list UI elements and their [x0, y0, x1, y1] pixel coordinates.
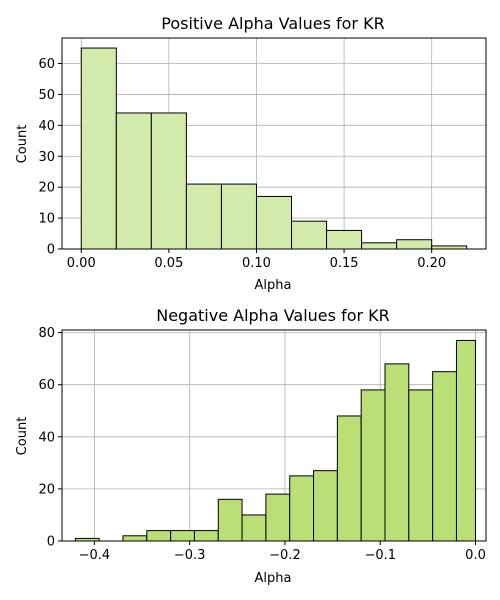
- histogram-bar: [313, 470, 338, 542]
- y-tick-label: 30: [38, 150, 55, 165]
- x-tick-label: 0.20: [417, 256, 446, 271]
- y-tick-label: 20: [38, 482, 55, 497]
- x-tick-label: 0.0: [465, 548, 486, 563]
- y-tick-label: 20: [38, 181, 55, 196]
- y-tick-label: 0: [47, 243, 55, 258]
- histogram-bar: [396, 239, 433, 250]
- histogram-bar: [265, 493, 291, 542]
- histogram-bar: [455, 339, 477, 542]
- histogram-bar: [291, 220, 328, 250]
- histogram-bar: [255, 195, 293, 250]
- x-tick-label: −0.1: [364, 548, 396, 563]
- histogram-bar: [220, 183, 257, 250]
- histogram-bar: [384, 363, 410, 542]
- histogram-bar: [289, 475, 315, 542]
- x-axis-label: Alpha: [255, 571, 292, 586]
- histogram-bar: [336, 415, 362, 542]
- negative-alpha-histogram: Negative Alpha Values for KR Alpha Count…: [15, 306, 487, 586]
- y-tick-label: 40: [38, 430, 55, 445]
- x-tick-label: −0.4: [79, 548, 111, 563]
- x-tick-label: −0.2: [269, 548, 301, 563]
- y-tick-label: 50: [38, 88, 55, 103]
- y-tick-label: 60: [38, 378, 55, 393]
- x-axis-label: Alpha: [255, 278, 292, 293]
- histogram-bar: [360, 389, 386, 542]
- axes-frame: [61, 37, 487, 250]
- histogram-bar: [146, 530, 172, 542]
- histogram-bar: [432, 371, 457, 542]
- chart-title: Negative Alpha Values for KR: [156, 306, 390, 325]
- histogram-bar: [80, 47, 117, 250]
- x-tick-label: 0.05: [154, 256, 183, 271]
- histogram-bar: [122, 535, 148, 542]
- histogram-bar: [361, 242, 398, 250]
- histogram-bar: [193, 530, 219, 542]
- y-tick-label: 40: [38, 119, 55, 134]
- x-tick-label: 0.15: [330, 256, 359, 271]
- histogram-bar: [217, 498, 243, 542]
- x-tick-label: −0.3: [174, 548, 206, 563]
- chart-title: Positive Alpha Values for KR: [161, 14, 384, 33]
- histogram-bar: [150, 112, 187, 250]
- positive-alpha-histogram: Positive Alpha Values for KR Alpha Count…: [15, 14, 487, 293]
- histogram-bar: [185, 183, 222, 250]
- y-tick-label: 80: [38, 326, 55, 341]
- y-axis-label: Count: [15, 417, 30, 456]
- axes-frame: [61, 329, 487, 542]
- y-tick-label: 60: [38, 57, 55, 72]
- y-tick-label: 0: [47, 535, 55, 550]
- y-tick-label: 10: [38, 212, 55, 227]
- histogram-bar: [241, 514, 267, 542]
- x-tick-label: 0.00: [67, 256, 96, 271]
- histogram-bar: [170, 530, 195, 542]
- x-tick-label: 0.10: [242, 256, 271, 271]
- histogram-bar: [408, 389, 434, 542]
- histogram-bar: [115, 112, 152, 250]
- y-axis-label: Count: [15, 125, 30, 164]
- histogram-bar: [326, 229, 363, 250]
